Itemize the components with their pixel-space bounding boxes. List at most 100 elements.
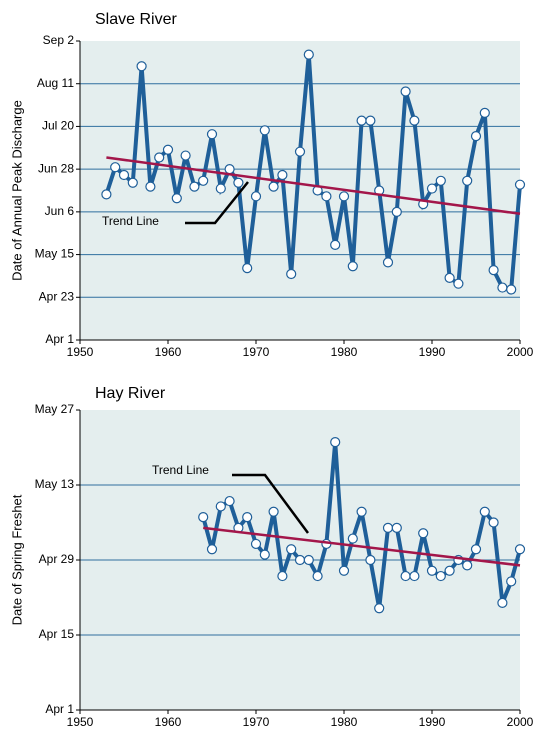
data-point <box>303 49 314 60</box>
trend-line <box>203 526 521 567</box>
y-tick-label: Apr 29 <box>39 552 75 566</box>
x-tick-label: 1950 <box>67 345 94 359</box>
data-point <box>118 169 130 181</box>
data-point <box>215 183 226 194</box>
data-point <box>338 191 350 202</box>
data-point <box>488 517 499 528</box>
data-point <box>154 152 165 163</box>
data-point <box>444 565 455 576</box>
data-point <box>418 528 429 539</box>
data-point <box>259 125 270 136</box>
data-point <box>391 522 402 533</box>
data-point <box>497 597 508 608</box>
y-axis-label: Date of Annual Peak Discharge <box>9 100 24 281</box>
x-tick-label: 1990 <box>419 715 446 729</box>
data-point <box>180 150 191 161</box>
data-point <box>479 107 490 118</box>
data-point <box>426 565 438 576</box>
data-point <box>268 506 279 517</box>
data-point <box>312 570 323 582</box>
data-point <box>110 162 121 173</box>
data-point <box>356 506 367 517</box>
x-tick-label: 2000 <box>507 345 534 359</box>
y-axis-label: Date of Spring Freshet <box>9 494 24 625</box>
data-point <box>162 144 174 155</box>
y-tick-label: Apr 23 <box>39 289 75 303</box>
data-point <box>347 261 358 272</box>
data-point <box>409 570 420 582</box>
data-point <box>277 570 288 582</box>
data-point <box>338 565 350 576</box>
data-point <box>250 191 262 202</box>
data-point <box>198 175 209 186</box>
data-point <box>101 189 112 200</box>
data-point <box>171 193 182 204</box>
chart-title: Slave River <box>95 11 177 28</box>
y-tick-label: Jun 28 <box>38 161 74 175</box>
annotation: Trend Line <box>152 463 209 477</box>
data-point <box>303 554 314 566</box>
data-point <box>136 61 147 72</box>
x-tick-label: 1990 <box>419 345 446 359</box>
data-point <box>506 284 517 295</box>
data-point <box>321 191 332 202</box>
y-tick-label: May 27 <box>35 402 75 416</box>
plot-area <box>80 41 520 340</box>
data-point <box>409 115 420 126</box>
data-point <box>444 272 455 283</box>
data-point <box>286 544 297 555</box>
data-point <box>365 115 376 126</box>
data-point <box>242 263 253 274</box>
y-tick-label: Jul 20 <box>42 119 74 133</box>
data-point <box>514 179 526 190</box>
data-point <box>435 570 446 582</box>
data-point <box>277 169 288 181</box>
chart-title: Hay River <box>95 385 166 402</box>
data-point <box>497 282 508 293</box>
data-point <box>382 257 394 268</box>
data-point <box>479 506 490 517</box>
data-point <box>198 512 209 523</box>
data-point <box>374 603 385 614</box>
annotation: Trend Line <box>102 214 159 228</box>
data-point <box>330 239 341 250</box>
x-tick-label: 1960 <box>155 715 182 729</box>
x-tick-label: 1950 <box>67 715 94 729</box>
data-point <box>391 206 402 217</box>
y-tick-label: Apr 1 <box>45 332 74 346</box>
data-point <box>462 560 473 571</box>
data-point <box>488 265 499 276</box>
y-tick-label: Apr 15 <box>39 627 75 641</box>
y-tick-label: Sep 2 <box>43 33 75 47</box>
x-tick-label: 1970 <box>243 345 270 359</box>
y-tick-label: May 13 <box>35 477 75 491</box>
data-point <box>470 131 482 142</box>
data-point <box>206 129 218 140</box>
data-point <box>127 177 138 188</box>
data-point <box>330 437 341 448</box>
data-point <box>294 146 306 157</box>
data-point <box>382 522 394 533</box>
x-tick-label: 1960 <box>155 345 182 359</box>
data-point <box>224 495 235 507</box>
data-point <box>206 544 218 555</box>
data-point <box>294 554 306 566</box>
x-tick-label: 1970 <box>243 715 270 729</box>
data-point <box>356 115 367 126</box>
data-point <box>426 183 438 194</box>
y-tick-label: Aug 11 <box>37 76 74 90</box>
data-point <box>400 570 411 582</box>
data-point <box>224 164 235 175</box>
data-point <box>514 544 526 555</box>
data-point <box>435 175 446 186</box>
x-tick-label: 2000 <box>507 715 534 729</box>
data-point <box>259 549 270 560</box>
data-point <box>215 501 226 512</box>
data-point <box>268 181 279 192</box>
x-tick-label: 1980 <box>331 715 358 729</box>
x-tick-label: 1980 <box>331 345 358 359</box>
data-point <box>242 512 253 523</box>
data-point <box>365 554 376 566</box>
data-point <box>400 86 411 97</box>
